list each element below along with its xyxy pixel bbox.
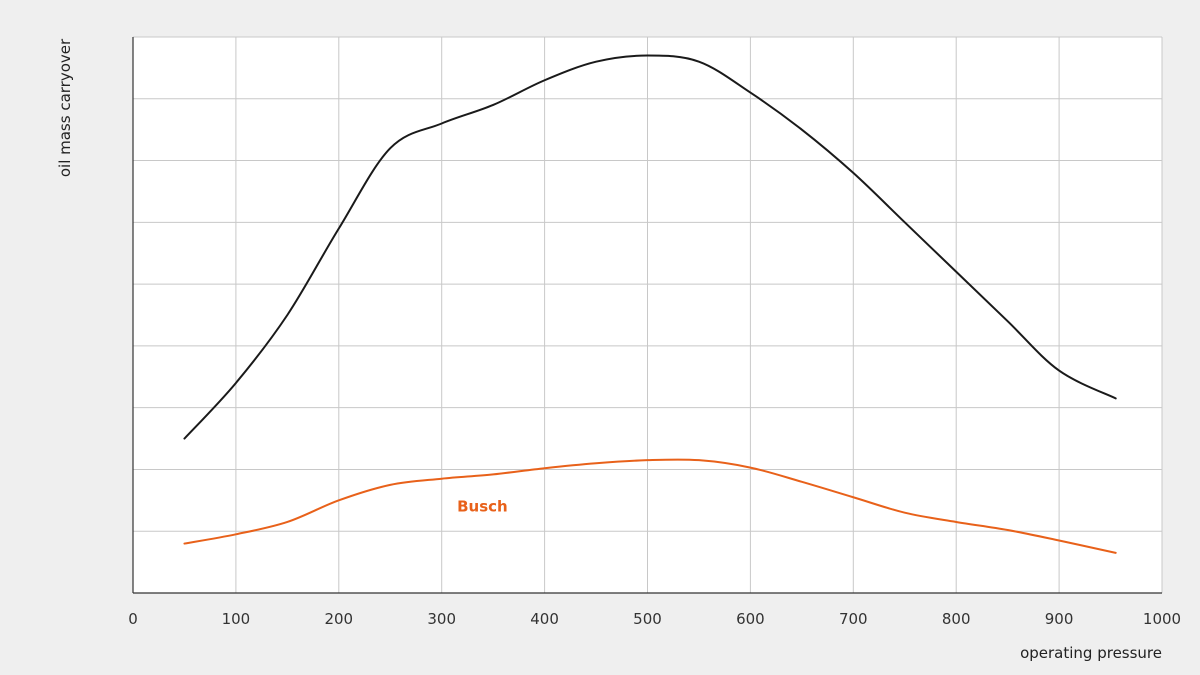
series-line-busch [183, 458, 1117, 554]
x-tick-label: 800 [942, 610, 971, 628]
x-tick-label: 400 [530, 610, 559, 628]
series-labels: Busch [457, 498, 508, 516]
x-tick-label: 100 [222, 610, 251, 628]
x-tick-labels: 0 100 200 300 400 500 600 700 800 900 1000 [128, 610, 1181, 628]
x-tick-label: 1000 [1143, 610, 1181, 628]
series-group [183, 54, 1117, 554]
y-axis-title: oil mass carryover [56, 38, 74, 177]
series-line-competitor [183, 54, 1117, 440]
x-tick-label: 900 [1045, 610, 1074, 628]
x-tick-label: 700 [839, 610, 868, 628]
x-tick-label: 0 [128, 610, 138, 628]
x-tick-label: 500 [633, 610, 662, 628]
x-axis-title: operating pressure [1020, 644, 1162, 662]
grid-lines [132, 36, 1163, 594]
x-tick-label: 300 [427, 610, 456, 628]
x-tick-label: 600 [736, 610, 765, 628]
x-tick-label: 200 [324, 610, 353, 628]
series-label-busch: Busch [457, 498, 508, 516]
